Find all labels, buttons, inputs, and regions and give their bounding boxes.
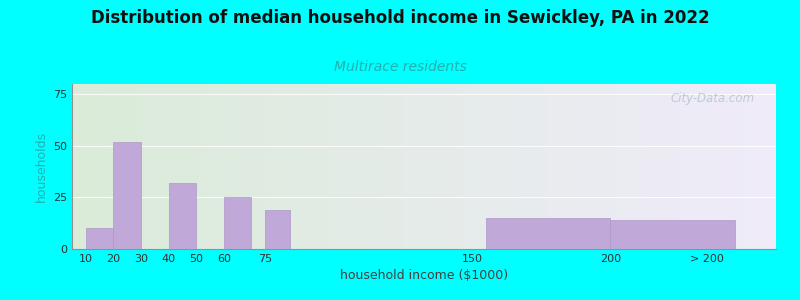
Bar [86, 228, 114, 249]
Bar [266, 210, 290, 249]
Text: City-Data.com: City-Data.com [670, 92, 755, 105]
Bar [169, 183, 196, 249]
Text: Multirace residents: Multirace residents [334, 60, 466, 74]
Bar [486, 218, 610, 249]
Text: Distribution of median household income in Sewickley, PA in 2022: Distribution of median household income … [90, 9, 710, 27]
X-axis label: household income ($1000): household income ($1000) [340, 269, 508, 282]
Bar [610, 220, 734, 249]
Bar [114, 142, 141, 249]
Y-axis label: households: households [34, 131, 47, 202]
Bar [224, 197, 251, 249]
